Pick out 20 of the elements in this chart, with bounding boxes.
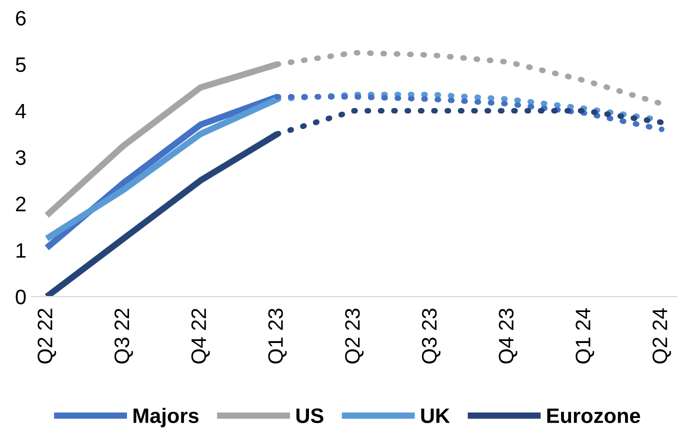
x-tick-label: Q3 23 xyxy=(422,308,440,364)
y-tick-label: 1 xyxy=(16,243,26,258)
x-tick-label: Q2 22 xyxy=(38,308,56,364)
y-tick-label: 6 xyxy=(16,10,26,26)
x-tick-label: Q1 23 xyxy=(268,308,287,364)
legend-label: Eurozone xyxy=(547,408,640,424)
y-tick-label: 2 xyxy=(16,196,26,212)
x-tick-label: Q3 22 xyxy=(114,308,133,364)
legend-label: UK xyxy=(421,408,450,424)
y-tick-label: 5 xyxy=(16,58,26,72)
y-tick-label: 3 xyxy=(16,150,26,165)
legend-label: Majors xyxy=(134,408,199,428)
x-tick-label: Q2 23 xyxy=(345,308,364,364)
y-tick-label: 4 xyxy=(15,104,26,118)
legend-label: US xyxy=(296,408,324,424)
x-tick-label: Q4 22 xyxy=(191,308,210,364)
x-tick-label: Q2 24 xyxy=(652,308,672,364)
x-tick-label: Q4 23 xyxy=(498,308,518,364)
y-tick-label: 0 xyxy=(16,290,26,304)
x-tick-label: Q1 24 xyxy=(576,308,594,364)
